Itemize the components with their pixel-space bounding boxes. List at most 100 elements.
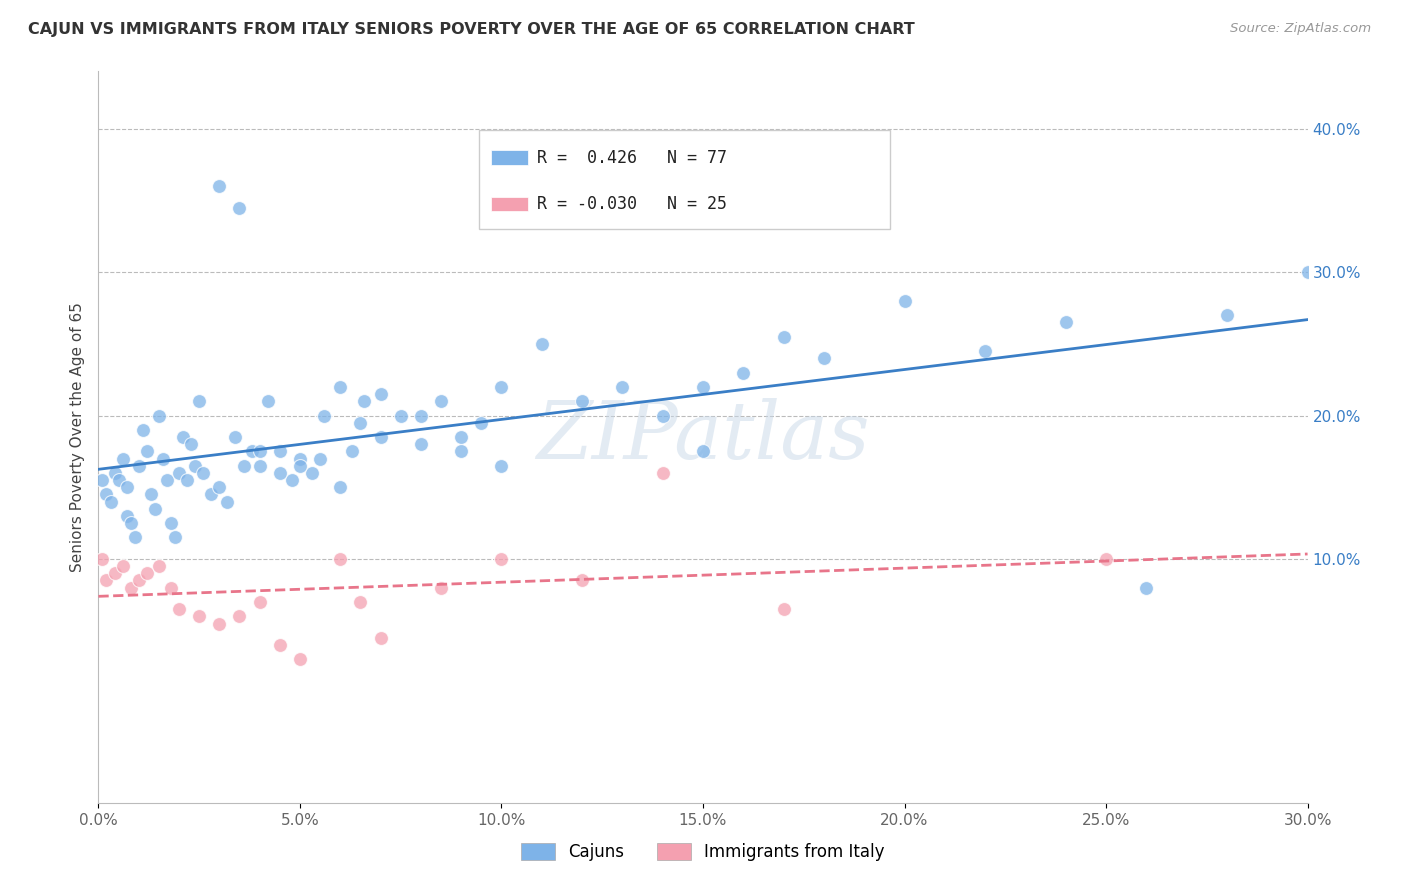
Point: [228, 201, 250, 215]
Point: [163, 531, 186, 545]
Point: [329, 552, 352, 566]
Point: [224, 430, 246, 444]
FancyBboxPatch shape: [492, 196, 527, 211]
Point: [772, 329, 794, 343]
Y-axis label: Seniors Poverty Over the Age of 65: Seniors Poverty Over the Age of 65: [69, 302, 84, 572]
Point: [103, 566, 125, 581]
Point: [491, 552, 513, 566]
Text: R = -0.030   N = 25: R = -0.030 N = 25: [537, 195, 727, 213]
Point: [692, 444, 714, 458]
Point: [96, 487, 118, 501]
Point: [103, 466, 125, 480]
Point: [188, 609, 211, 624]
Point: [389, 409, 412, 423]
Point: [430, 581, 453, 595]
Point: [172, 430, 194, 444]
Point: [120, 581, 142, 595]
Point: [349, 416, 371, 430]
Point: [491, 380, 513, 394]
Point: [160, 516, 183, 530]
Point: [571, 394, 593, 409]
Point: [309, 451, 332, 466]
Point: [288, 458, 311, 473]
Point: [491, 458, 513, 473]
Point: [132, 423, 155, 437]
Point: [249, 458, 271, 473]
Point: [208, 179, 231, 194]
Point: [135, 566, 157, 581]
Point: [450, 430, 472, 444]
Point: [269, 466, 291, 480]
Point: [1135, 581, 1157, 595]
Point: [370, 631, 392, 645]
Point: [193, 466, 215, 480]
Point: [124, 531, 146, 545]
Point: [115, 480, 138, 494]
Point: [370, 430, 392, 444]
Point: [530, 336, 553, 351]
Point: [143, 501, 166, 516]
Point: [96, 574, 118, 588]
Legend: Cajuns, Immigrants from Italy: Cajuns, Immigrants from Italy: [515, 836, 891, 868]
Point: [1095, 552, 1118, 566]
Point: [111, 451, 134, 466]
Point: [1054, 315, 1077, 329]
Point: [156, 473, 179, 487]
Point: [91, 552, 114, 566]
Point: [651, 409, 673, 423]
Point: [974, 344, 997, 359]
Point: [409, 437, 432, 451]
Point: [240, 444, 263, 458]
FancyBboxPatch shape: [492, 150, 527, 165]
Point: [1216, 308, 1239, 322]
Point: [281, 473, 304, 487]
Point: [128, 458, 150, 473]
Point: [370, 387, 392, 401]
Point: [208, 480, 231, 494]
Point: [772, 602, 794, 616]
Point: [571, 574, 593, 588]
Point: [184, 458, 207, 473]
Point: [692, 380, 714, 394]
Point: [107, 473, 129, 487]
Point: [314, 409, 336, 423]
Point: [217, 494, 239, 508]
Point: [200, 487, 222, 501]
Point: [651, 466, 673, 480]
Point: [353, 394, 375, 409]
Point: [152, 451, 174, 466]
Point: [208, 616, 231, 631]
Text: R =  0.426   N = 77: R = 0.426 N = 77: [537, 149, 727, 167]
Point: [733, 366, 755, 380]
Point: [409, 409, 432, 423]
Point: [450, 444, 472, 458]
Point: [329, 380, 352, 394]
Point: [249, 595, 271, 609]
Point: [115, 508, 138, 523]
Point: [256, 394, 278, 409]
Point: [148, 409, 170, 423]
Point: [1296, 265, 1319, 279]
Point: [228, 609, 250, 624]
Point: [135, 444, 157, 458]
Point: [269, 638, 291, 652]
Point: [301, 466, 323, 480]
Point: [167, 602, 190, 616]
Point: [893, 293, 915, 308]
Point: [120, 516, 142, 530]
FancyBboxPatch shape: [479, 130, 890, 228]
Point: [160, 581, 183, 595]
Point: [139, 487, 162, 501]
Point: [232, 458, 254, 473]
Point: [176, 473, 198, 487]
Point: [100, 494, 122, 508]
Point: [430, 394, 453, 409]
Point: [813, 351, 835, 366]
Point: [167, 466, 190, 480]
Point: [288, 652, 311, 666]
Text: CAJUN VS IMMIGRANTS FROM ITALY SENIORS POVERTY OVER THE AGE OF 65 CORRELATION CH: CAJUN VS IMMIGRANTS FROM ITALY SENIORS P…: [28, 22, 915, 37]
Point: [612, 380, 634, 394]
Text: ZIPatlas: ZIPatlas: [536, 399, 870, 475]
Point: [342, 444, 364, 458]
Point: [329, 480, 352, 494]
